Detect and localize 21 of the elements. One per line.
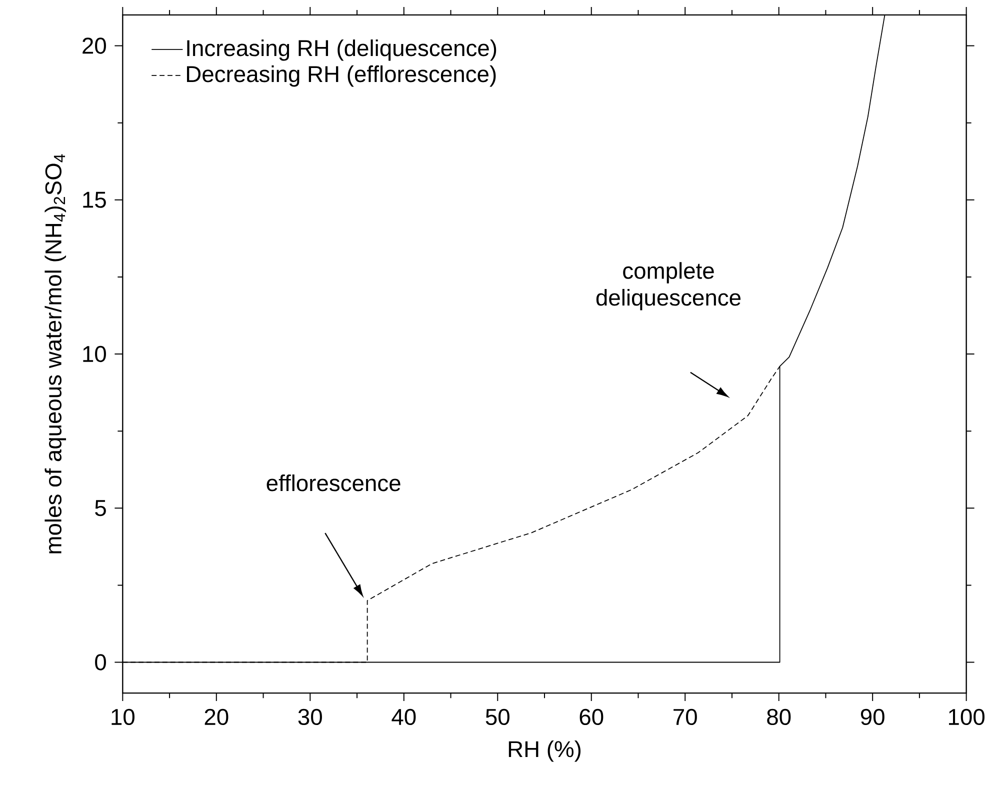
x-tick-label: 50 (486, 708, 510, 726)
x-tick-label: 80 (767, 708, 791, 726)
y-tick-label: 5 (95, 500, 106, 516)
y-tick-label: 15 (83, 192, 106, 208)
x-axis-title: RH (%) (508, 740, 581, 762)
annotation: efflorescence (266, 474, 400, 492)
legend-label: Increasing RH (deliquescence) (187, 40, 496, 61)
x-tick-label: 40 (392, 708, 416, 726)
y-axis-title: moles of aqueous water/mol (NH$_{4}$)$_{2}$SO$_{4}$ (44, 154, 66, 554)
annotation: complete deliquescence (596, 262, 741, 310)
x-tick-label: 10 (112, 708, 134, 726)
x-tick-label: 70 (674, 708, 697, 726)
y-tick-label: 20 (82, 38, 106, 54)
x-tick-label: 60 (580, 708, 604, 726)
y-tick-label: 0 (95, 654, 106, 670)
legend-label: Decreasing RH (efflorescence) (187, 66, 496, 87)
x-tick-label: 20 (204, 708, 228, 726)
y-tick-label: 10 (83, 346, 106, 362)
x-tick-label: 30 (298, 708, 322, 726)
x-tick-label: 100 (949, 708, 984, 726)
x-tick-label: 90 (860, 708, 884, 726)
